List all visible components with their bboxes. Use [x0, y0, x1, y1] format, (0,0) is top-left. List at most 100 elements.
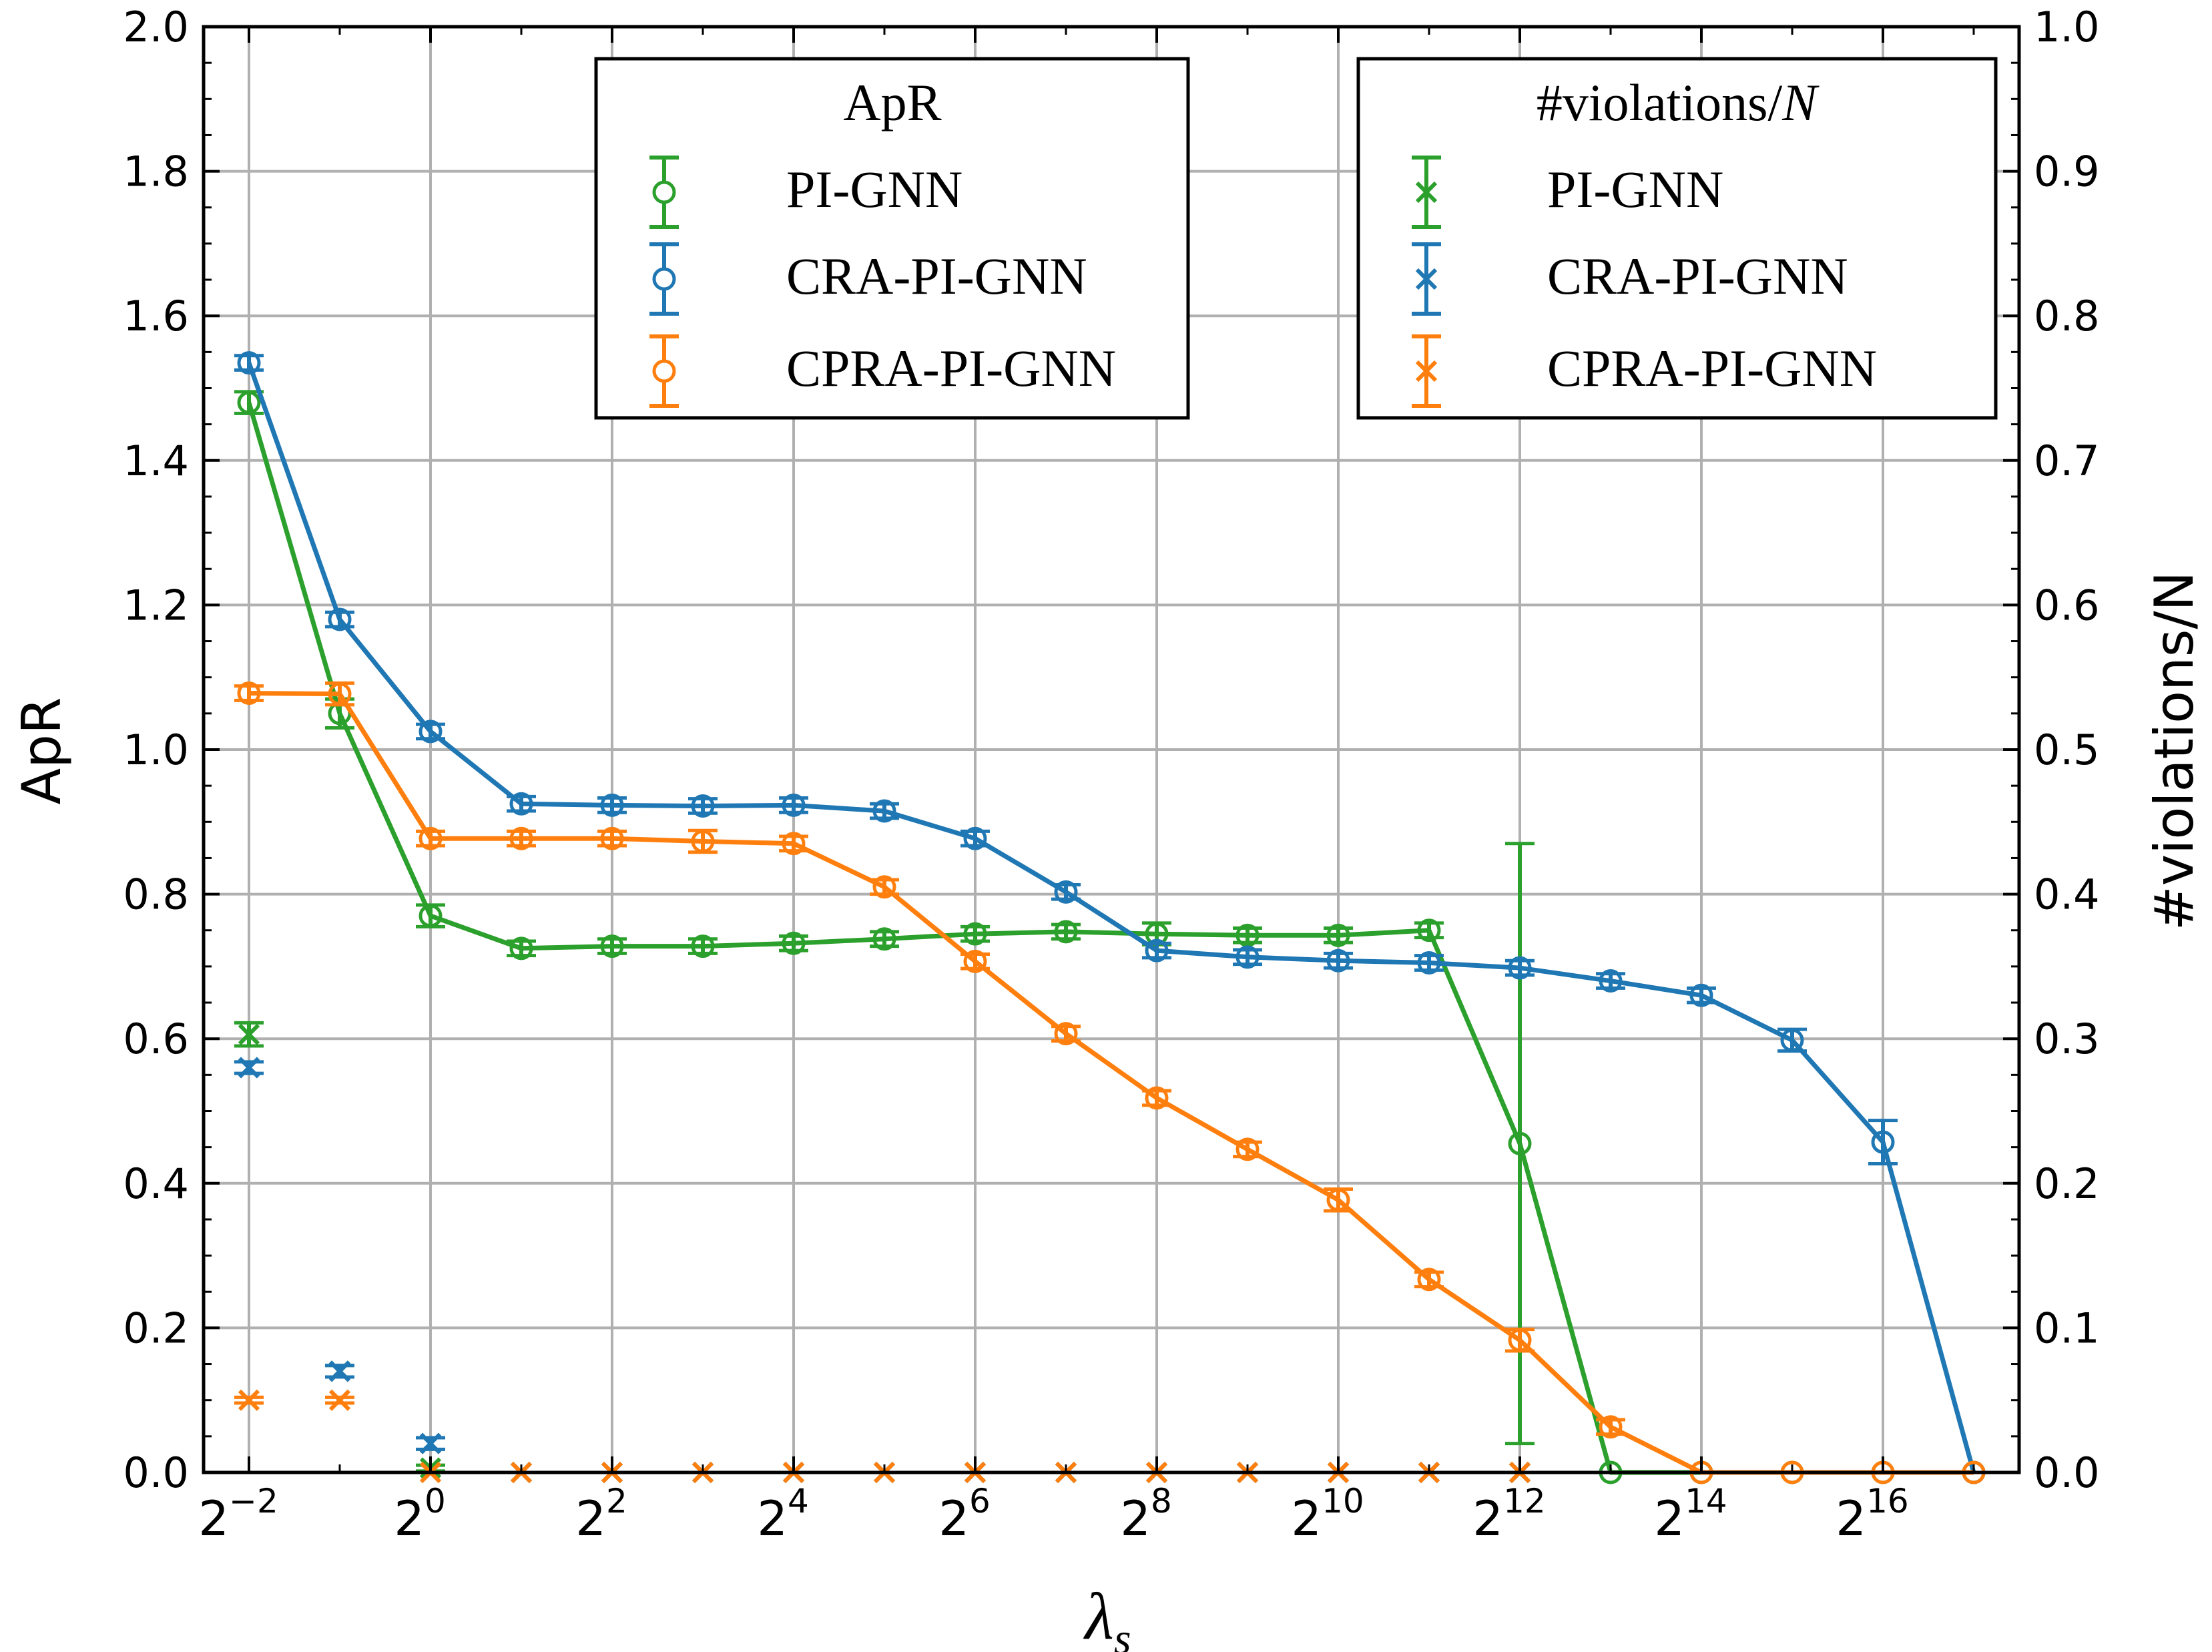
apr-point-cpra-pi-gnn — [419, 826, 443, 850]
y-tick-label-left: 0.2 — [123, 1304, 189, 1352]
apr-point-cra-pi-gnn — [872, 799, 896, 823]
legend-violations: #violations/N PI-GNN CRA-PI-GNN CPRA-PI-… — [1356, 57, 1998, 420]
x-tick-label: 214 — [1654, 1482, 1727, 1547]
x-tick-label-base: 2 — [1654, 1490, 1685, 1547]
x-tick-label-base: 2 — [938, 1490, 969, 1547]
apr-point-pi-gnn — [237, 390, 261, 415]
apr-point-cra-pi-gnn — [237, 351, 261, 375]
apr-point-cpra-pi-gnn — [1145, 1086, 1169, 1110]
apr-point-cra-pi-gnn — [1235, 945, 1260, 969]
x-tick-label-base: 2 — [1472, 1490, 1503, 1547]
y-axis-title-left: ApR — [11, 697, 73, 804]
apr-point-pi-gnn — [1508, 1131, 1532, 1155]
legend-violations-handle-marker — [1415, 268, 1438, 290]
apr-point-cra-pi-gnn — [328, 607, 352, 631]
violations-point-pi-gnn — [238, 1023, 260, 1045]
y-tick-label-right: 0.3 — [2034, 1015, 2100, 1063]
apr-point-pi-gnn — [1326, 923, 1350, 947]
x-tick-label-exponent: 6 — [969, 1482, 991, 1521]
x-tick-label: 212 — [1472, 1482, 1545, 1547]
x-tick-label: 216 — [1836, 1482, 1908, 1547]
x-axis-title-symbol: λ — [1083, 1579, 1114, 1652]
y-tick-label-left: 0.0 — [123, 1448, 189, 1497]
apr-point-pi-gnn — [419, 904, 443, 928]
apr-point-cpra-pi-gnn — [509, 826, 533, 850]
x-tick-label-base: 2 — [394, 1490, 425, 1547]
apr-point-cra-pi-gnn — [782, 793, 806, 817]
y-tick-label-right: 0.8 — [2034, 292, 2100, 340]
apr-point-cpra-pi-gnn — [782, 832, 806, 856]
tick-layer: 0.0 0.0 0.2 0.1 0.4 0.2 0.6 0.3 0.8 0.4 1.0 0.5 1.2 0… — [123, 3, 2099, 1547]
x-tick-label: 20 — [394, 1482, 446, 1547]
y-tick-label-right: 0.1 — [2034, 1304, 2100, 1352]
x-tick-label: 26 — [938, 1482, 991, 1547]
x-tick-label-base: 2 — [198, 1490, 229, 1547]
x-tick-label-base: 2 — [1836, 1490, 1866, 1547]
apr-point-pi-gnn — [691, 934, 715, 958]
violations-point-cpra-pi-gnn — [328, 1389, 351, 1411]
y-tick-label-right: 0.0 — [2034, 1448, 2100, 1497]
apr-series-cpra-pi-gnn — [234, 681, 1988, 1484]
legend-apr-entry-cra-pi-gnn: CRA-PI-GNN — [786, 247, 1087, 305]
legend-apr-handle-marker — [652, 267, 676, 291]
y-tick-label-right: 1.0 — [2034, 3, 2100, 51]
x-tick-label-exponent: 14 — [1685, 1482, 1727, 1521]
apr-point-cpra-pi-gnn — [963, 949, 987, 973]
apr-point-cra-pi-gnn — [1508, 956, 1532, 980]
apr-point-cpra-pi-gnn — [691, 830, 715, 854]
y-tick-label-right: 0.4 — [2034, 870, 2100, 919]
legend-violations-title-italic: N — [1781, 73, 1820, 131]
x-axis-title: λs — [1083, 1579, 1131, 1652]
x-tick-label: 22 — [575, 1482, 627, 1547]
x-tick-label-exponent: 2 — [606, 1482, 627, 1521]
apr-series-cra-pi-gnn — [234, 351, 1988, 1484]
apr-point-cra-pi-gnn — [509, 792, 533, 816]
apr-point-cra-pi-gnn — [1145, 938, 1169, 962]
apr-point-cra-pi-gnn — [1871, 1130, 1895, 1154]
y-tick-label-right: 0.7 — [2034, 437, 2100, 485]
legend-violations-frame — [1356, 57, 1998, 420]
violations-point-cra-pi-gnn — [238, 1057, 260, 1079]
legend-violations-entry-cra-pi-gnn: CRA-PI-GNN — [1547, 247, 1848, 305]
y-tick-label-left: 1.0 — [123, 726, 189, 774]
violations-point-cra-pi-gnn — [328, 1360, 351, 1382]
x-tick-label-exponent: 10 — [1322, 1482, 1364, 1521]
x-tick-label-base: 2 — [1120, 1490, 1151, 1547]
x-tick-label-base: 2 — [757, 1490, 788, 1547]
legend-violations-handle-marker — [1415, 181, 1438, 204]
apr-point-cpra-pi-gnn — [1599, 1415, 1623, 1439]
apr-point-cra-pi-gnn — [600, 793, 624, 817]
apr-point-cra-pi-gnn — [1054, 880, 1078, 904]
x-tick-label: 24 — [757, 1482, 809, 1547]
y-axis-title-right: #violations/N — [2143, 571, 2205, 931]
x-tick-label-base: 2 — [1291, 1490, 1322, 1547]
y-tick-label-right: 0.6 — [2034, 581, 2100, 629]
apr-series-pi-gnn — [234, 390, 1988, 1484]
apr-point-pi-gnn — [1417, 918, 1441, 942]
apr-point-cpra-pi-gnn — [1326, 1188, 1350, 1212]
apr-point-cpra-pi-gnn — [328, 682, 352, 706]
x-tick-label-exponent: −2 — [229, 1482, 278, 1521]
apr-point-cra-pi-gnn — [691, 794, 715, 818]
legend-violations-title-prefix: #violations/ — [1537, 73, 1783, 131]
apr-point-cra-pi-gnn — [963, 826, 987, 850]
apr-point-pi-gnn — [509, 936, 533, 960]
y-tick-label-left: 0.8 — [123, 870, 189, 919]
x-tick-label-exponent: 0 — [425, 1482, 446, 1521]
y-tick-label-left: 1.2 — [123, 581, 189, 629]
legend-apr: ApR PI-GNN CRA-PI-GNN CPRA-PI-GNN — [594, 57, 1190, 420]
legend-apr-frame — [594, 57, 1190, 420]
y-tick-label-left: 2.0 — [123, 3, 189, 51]
y-tick-label-left: 1.4 — [123, 437, 189, 485]
legend-violations-entry-cpra-pi-gnn: CPRA-PI-GNN — [1547, 339, 1877, 397]
apr-point-cpra-pi-gnn — [1508, 1328, 1532, 1352]
legend-apr-entry-pi-gnn: PI-GNN — [786, 160, 962, 218]
apr-point-cpra-pi-gnn — [1417, 1268, 1441, 1292]
series-layer — [234, 351, 1988, 1484]
x-tick-label: 28 — [1120, 1482, 1172, 1547]
apr-point-cpra-pi-gnn — [600, 826, 624, 850]
apr-point-pi-gnn — [963, 922, 987, 946]
apr-point-pi-gnn — [600, 934, 624, 958]
apr-point-cra-pi-gnn — [1780, 1028, 1804, 1052]
